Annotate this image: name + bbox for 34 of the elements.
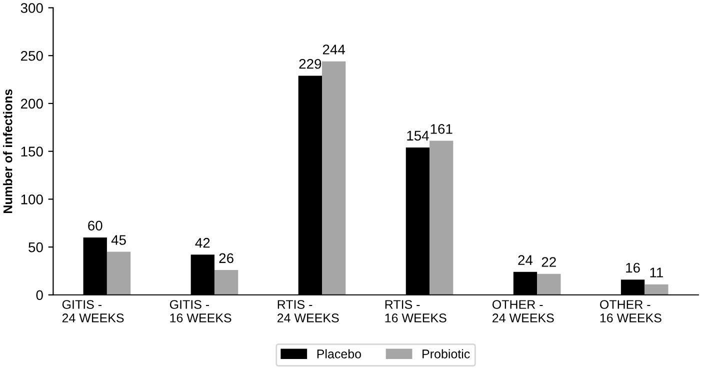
legend-label: Placebo [317, 349, 362, 358]
bar [537, 274, 561, 295]
bar [322, 61, 346, 295]
data-label: 11 [650, 268, 663, 278]
x-tick-label: RTIS - 16 WEEKS [385, 300, 446, 322]
bar [430, 140, 454, 295]
data-label: 24 [518, 255, 533, 265]
x-tick-label: OTHER - 16 WEEKS [600, 300, 662, 322]
y-tick-label: 0 [36, 290, 43, 300]
bar [106, 252, 131, 295]
y-axis-title: Number of infections [3, 89, 12, 213]
data-label: 244 [322, 44, 346, 54]
data-label: 229 [299, 58, 322, 69]
data-label: 22 [542, 257, 556, 267]
data-label: 45 [111, 235, 126, 245]
data-label: 154 [407, 130, 429, 141]
x-tick-label: OTHER - 24 WEEKS [492, 300, 554, 322]
data-label: 42 [195, 238, 210, 248]
bar [214, 270, 238, 295]
data-label: 26 [219, 253, 234, 264]
x-tick-label: GITIS - 24 WEEKS [62, 300, 124, 322]
bar [644, 284, 668, 295]
y-tick-label: 50 [28, 242, 43, 252]
y-tick-label: 200 [20, 98, 43, 109]
x-tick-label: GITIS - 16 WEEKS [170, 300, 232, 322]
legend-label: Probiotic [422, 349, 470, 358]
data-label: 60 [88, 220, 102, 231]
x-tick-label: RTIS - 24 WEEKS [277, 300, 339, 322]
data-label: 16 [626, 262, 640, 273]
data-label: 161 [430, 124, 452, 134]
y-tick-label: 100 [21, 194, 43, 204]
y-tick-label: 250 [20, 50, 43, 61]
y-tick-label: 150 [21, 146, 43, 156]
y-tick-label: 300 [20, 3, 43, 13]
